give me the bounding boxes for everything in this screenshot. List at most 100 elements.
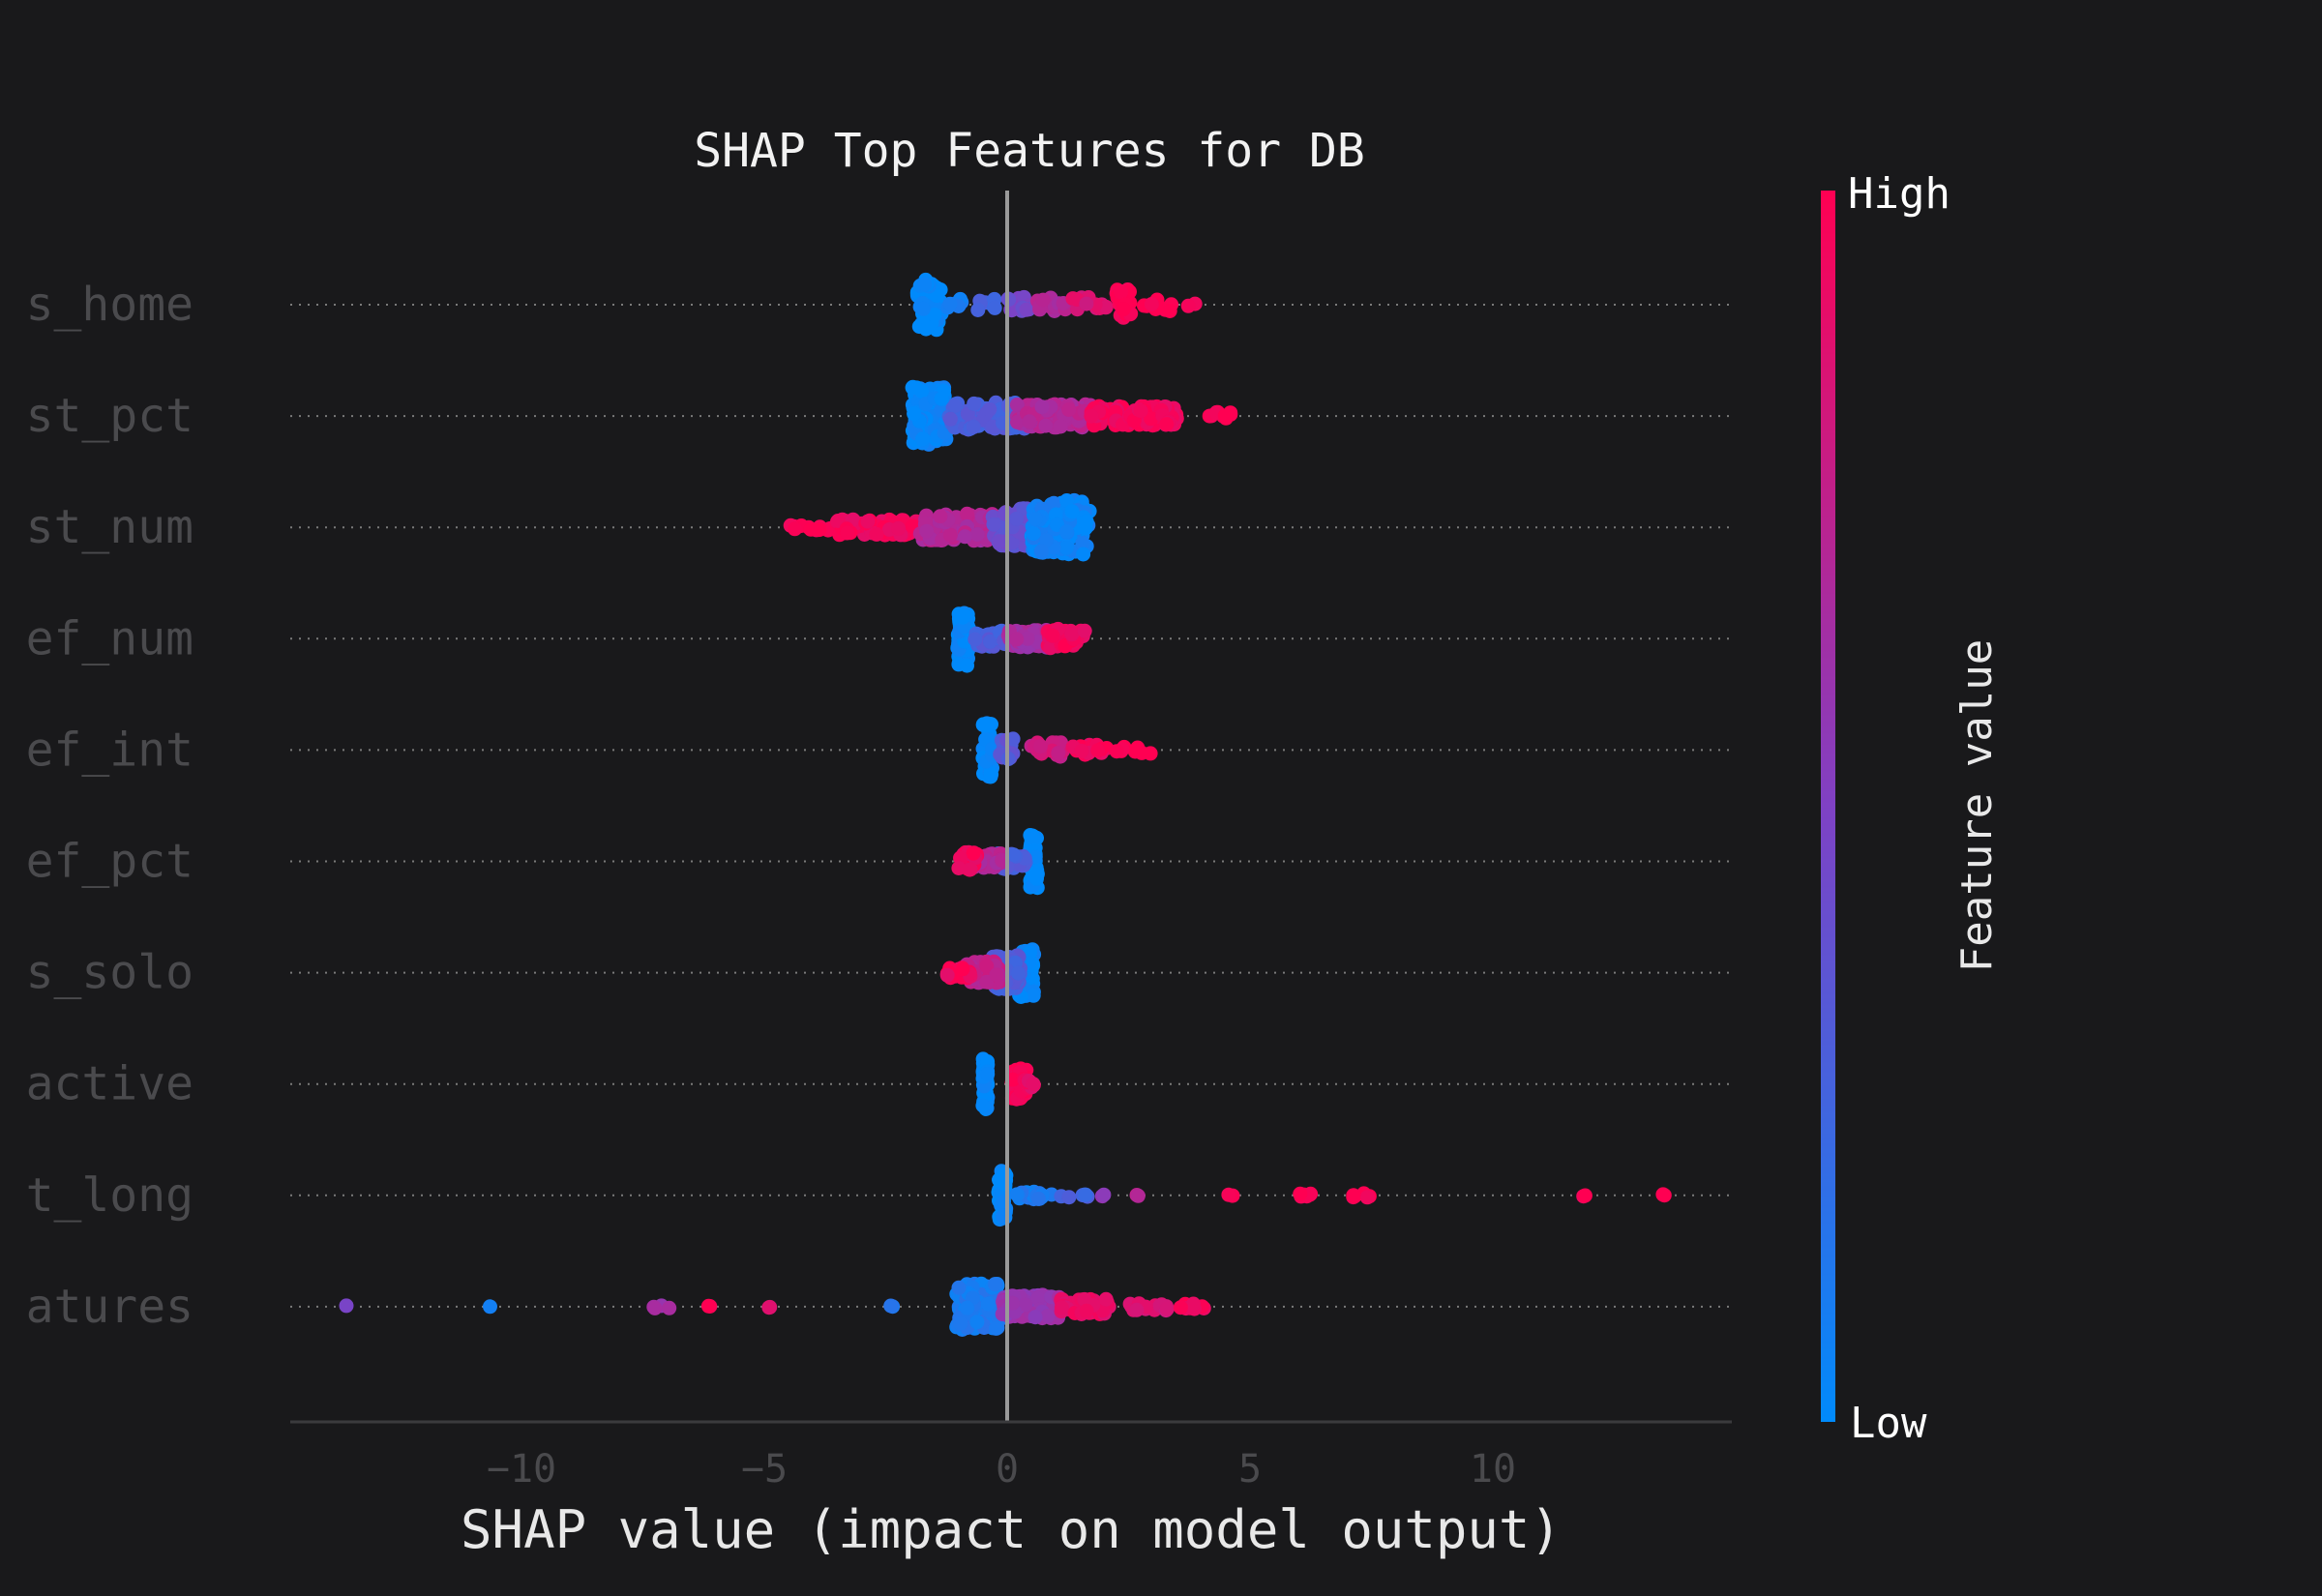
shap-point [1078, 1187, 1093, 1202]
shap-point [980, 1054, 996, 1069]
shap-point [662, 1300, 677, 1315]
feature-label: s_solo [26, 946, 194, 1000]
shap-point [1159, 417, 1175, 432]
shap-point [1020, 631, 1035, 646]
shap-point [983, 717, 998, 732]
shap-point [914, 384, 930, 399]
shap-point [969, 527, 985, 542]
shap-point [1058, 524, 1074, 540]
shap-point [957, 529, 972, 545]
feature-labels: s_home st_pct st_num ef_num ef_int ef_pct s_so… [26, 278, 194, 1334]
shap-point [915, 301, 931, 316]
shap-point [1162, 304, 1177, 318]
shap-point [1009, 1187, 1025, 1202]
feature-label: s_home [26, 278, 194, 332]
shap-point [1011, 965, 1026, 981]
shap-point [840, 525, 855, 541]
shap-point [1005, 731, 1021, 747]
shap-point [891, 520, 906, 536]
shap-point [907, 406, 922, 422]
shap-point [1098, 1291, 1114, 1307]
shap-point [982, 401, 997, 417]
shap-point [960, 1300, 975, 1315]
shap-point [1180, 298, 1196, 313]
shap-point [1293, 1186, 1308, 1201]
shap-point [983, 634, 997, 649]
shap-point [1019, 302, 1034, 317]
colorbar-high-label: High [1848, 169, 1950, 219]
shap-point [939, 967, 955, 983]
shap-point [955, 961, 970, 977]
shap-point [1134, 745, 1149, 760]
shap-point [992, 534, 1007, 549]
shap-point [1009, 511, 1025, 526]
shap-point [1159, 1301, 1175, 1316]
shap-point [980, 1296, 996, 1312]
shap-point [955, 609, 970, 625]
shap-point [761, 1300, 777, 1315]
shap-point [1217, 408, 1233, 424]
shap-point [969, 1315, 985, 1330]
shap-point [869, 526, 884, 542]
shap-point [947, 399, 963, 413]
shap-point [883, 1298, 899, 1314]
feature-label: active [26, 1057, 194, 1111]
shap-point [966, 419, 981, 434]
shap-point [1006, 847, 1022, 863]
shap-point [951, 1280, 967, 1295]
colorbar-title: Feature value [1952, 639, 2002, 972]
shap-point [960, 506, 974, 521]
shap-point [647, 1300, 663, 1315]
shap-point [987, 300, 1002, 315]
shap-point [1075, 536, 1090, 550]
shap-point [942, 527, 958, 543]
shap-point [1109, 744, 1124, 759]
shap-point [1040, 1309, 1056, 1324]
shap-point [989, 1320, 1004, 1336]
shap-point [1030, 1290, 1045, 1306]
feature-label: t_long [26, 1168, 194, 1223]
shap-point [1027, 1310, 1043, 1325]
shap-point [1030, 1191, 1046, 1206]
shap-point [1054, 1300, 1069, 1315]
shap-point [1043, 640, 1058, 656]
feature-label: st_num [26, 500, 194, 554]
shap-point [1009, 632, 1025, 647]
x-axis-ticks: −10 −5 0 5 10 [487, 1447, 1516, 1492]
shap-point [1144, 297, 1159, 311]
shap-point [917, 277, 933, 292]
shap-point [980, 1067, 996, 1081]
x-axis-label: SHAP value (impact on model output) [461, 1499, 1562, 1560]
shap-point [967, 396, 982, 411]
shap-point [1051, 746, 1066, 760]
shap-point [1029, 871, 1044, 886]
feature-label: atures [26, 1280, 194, 1334]
shap-point [934, 391, 949, 406]
shap-point [1129, 1302, 1145, 1317]
shap-point [975, 1098, 991, 1113]
shap-point [968, 632, 983, 647]
shap-point [1026, 526, 1041, 542]
shap-point [788, 521, 802, 537]
shap-point [700, 1298, 716, 1314]
x-tick-label: −5 [741, 1447, 788, 1492]
shap-point [983, 766, 998, 782]
shap-point [1032, 739, 1048, 754]
shap-point [483, 1299, 497, 1315]
x-tick-label: 0 [996, 1447, 1019, 1492]
shap-point [1077, 623, 1092, 638]
shap-point [1026, 1077, 1041, 1092]
shap-point [1130, 1188, 1146, 1203]
shap-point [966, 845, 981, 861]
shap-point [1577, 1188, 1593, 1203]
shap-point [951, 861, 967, 875]
colorbar [1821, 191, 1835, 1422]
colorbar-low-label: Low [1850, 1399, 1927, 1448]
shap-point [942, 411, 958, 427]
shap-point [1359, 1190, 1375, 1205]
feature-label: ef_pct [26, 835, 194, 889]
shap-point [915, 431, 931, 447]
shap-point [1077, 1291, 1092, 1307]
shap-point [1116, 302, 1131, 317]
shap-point [1058, 540, 1074, 555]
